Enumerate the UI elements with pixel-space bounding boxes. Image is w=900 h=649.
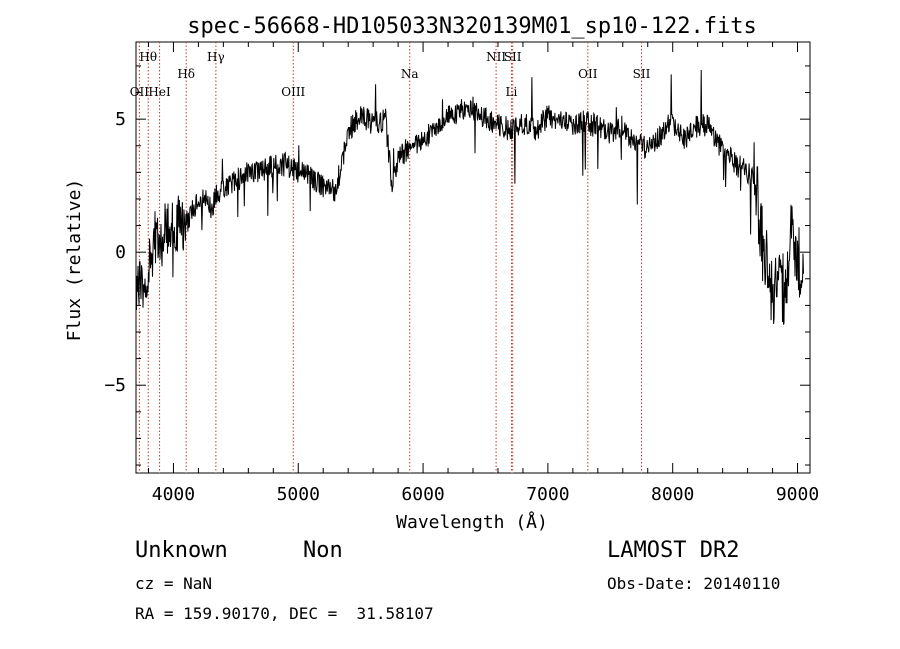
y-tick-label: 5	[115, 109, 126, 130]
spectral-line-label: NII	[486, 50, 506, 64]
x-tick-label: 6000	[401, 484, 444, 505]
object-class: Non	[303, 538, 343, 563]
data-source: LAMOST DR2	[607, 538, 740, 563]
object-type: Unknown	[135, 538, 228, 563]
spectral-line-label: Li	[506, 85, 518, 99]
spectrum-series	[135, 69, 804, 325]
x-tick-label: 7000	[526, 484, 569, 505]
spectral-line-label: Hδ	[177, 67, 195, 81]
spectral-line-label: OII	[130, 85, 150, 99]
spectral-line-label: Hγ	[207, 50, 225, 64]
spectrum-line	[135, 69, 804, 325]
y-tick-label: −5	[104, 375, 126, 396]
observation-date: Obs-Date: 20140110	[607, 574, 781, 593]
spectral-line-label: OIII	[281, 85, 305, 99]
spectral-line-label: Hθ	[139, 50, 157, 64]
spectral-line-label: Na	[401, 67, 419, 81]
x-axis-label: Wavelength (Å)	[396, 511, 548, 533]
x-tick-label: 5000	[277, 484, 320, 505]
spectral-line-label: HeI	[148, 85, 171, 99]
x-tick-label: 4000	[152, 484, 195, 505]
spectral-line-label: SII	[633, 67, 651, 81]
x-axis: 4000 5000 6000 7000 8000 9000	[147, 42, 819, 505]
y-axis: −5 0 5	[104, 65, 810, 466]
coordinates: RA = 159.90170, DEC = 31.58107	[135, 604, 434, 623]
redshift-cz: cz = NaN	[135, 574, 213, 593]
spectral-line-label: OII	[578, 67, 598, 81]
spectral-line-label: SII	[504, 50, 522, 64]
y-tick-label: 0	[115, 242, 126, 263]
y-axis-label: Flux (relative)	[64, 179, 85, 342]
x-tick-label: 9000	[776, 484, 819, 505]
chart-title: spec-56668-HD105033N320139M01_sp10-122.f…	[187, 14, 757, 39]
x-tick-label: 8000	[651, 484, 694, 505]
